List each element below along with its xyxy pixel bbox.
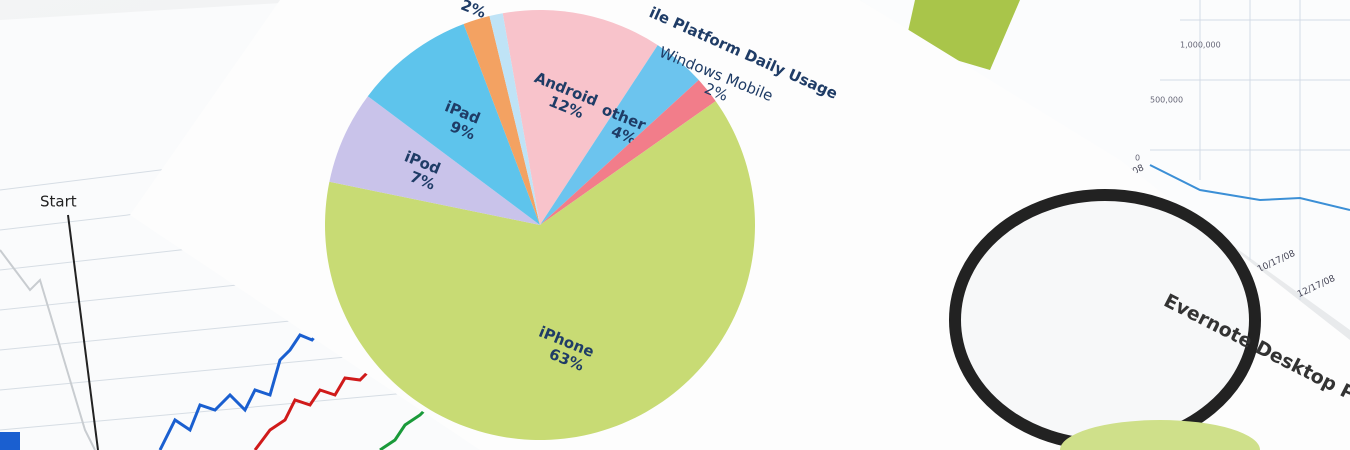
red-line [253,366,374,450]
pie-slice [367,24,540,225]
blue-fragment [0,432,20,450]
axis-label: 1,000,000 [1180,41,1221,50]
start-label: Start [40,193,77,211]
right-paper [860,0,1350,330]
pie-slice [329,96,540,225]
grey-line [0,249,96,450]
pie-slice [463,16,540,226]
pie-slice [540,45,699,225]
pie-slice [325,101,756,441]
magnified-pie [1060,420,1260,450]
start-marker [67,214,99,450]
pie-slice [502,10,658,226]
axis-label: 500,000 [1150,96,1183,105]
right-grid [1150,0,1350,300]
pie-slice [540,80,716,225]
axis-label: 0 [1135,154,1140,163]
pie-slice [489,13,540,226]
blue-line [158,325,334,450]
right-line [1149,164,1350,211]
